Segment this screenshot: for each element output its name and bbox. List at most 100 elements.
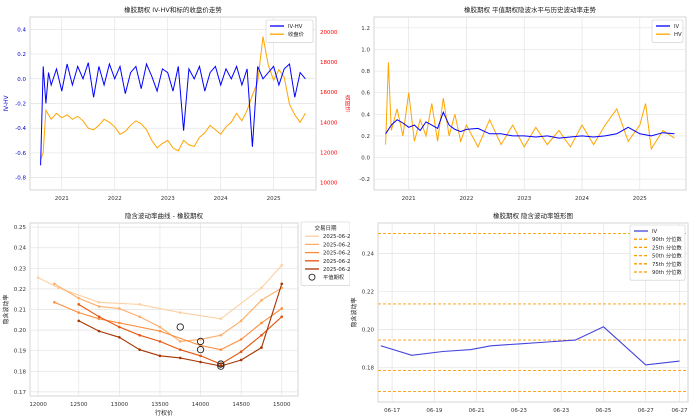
- x-tick-label: 06-23: [511, 408, 527, 414]
- smile-point: [138, 315, 141, 319]
- smile-point: [158, 329, 162, 333]
- y-tick-label: 0.2: [17, 52, 26, 58]
- y-tick-label: 0.20: [362, 328, 375, 334]
- x-tick-label: 2024: [214, 196, 228, 202]
- smile-point: [97, 300, 101, 304]
- y-tick-label: 0.22: [14, 287, 26, 293]
- smile-point: [239, 319, 243, 323]
- series-line-iv-hv: [40, 62, 306, 166]
- plot-area: [373, 16, 687, 191]
- x-tick-label: 2022: [108, 196, 122, 202]
- iv-cone-chart: 06-17 06-19 06-21 06-23 06-23 06-25 06-27 06-27…: [350, 211, 689, 414]
- smile-point: [239, 350, 243, 354]
- smile-point: [260, 346, 263, 349]
- smile-point: [260, 333, 263, 337]
- x-tick-label: 06-21: [469, 408, 485, 414]
- smile-point: [57, 286, 60, 290]
- smile-point: [138, 333, 141, 337]
- x-tick-label: 06-25: [595, 408, 611, 414]
- smile-point: [239, 338, 243, 341]
- legend-marker: [308, 273, 316, 281]
- legend-label: IV-HV: [288, 24, 303, 30]
- legend-label: 50th 分位数: [652, 252, 682, 260]
- chart-title: 橡胶期权 平值期权隐波水平与历史波动率走势: [464, 5, 597, 14]
- smile-line-2025-06-25: [54, 301, 283, 351]
- x-tick-label: 2025: [633, 196, 647, 202]
- x-tick-label: 2023: [517, 196, 531, 202]
- y-tick-label: 0.25: [14, 225, 27, 231]
- chart-title: 橡胶期权 IV-HV和标的收盘价走势: [124, 5, 222, 14]
- smile-point: [260, 298, 263, 302]
- smile-point: [77, 296, 81, 300]
- smile-point: [53, 300, 56, 304]
- smile-point: [97, 315, 101, 319]
- legend-label: HV: [674, 32, 682, 38]
- series-line-price: [40, 36, 306, 161]
- legend-label: 2025-06-25: [323, 251, 350, 257]
- smile-point: [36, 276, 40, 279]
- y-tick-label: 0.22: [362, 290, 374, 296]
- y-tick-label: -0.2: [359, 177, 370, 183]
- smile-point: [158, 340, 162, 343]
- smile-point: [97, 317, 101, 321]
- legend-label: IV: [652, 229, 658, 235]
- y-axis-label: 隐含波动率: [350, 297, 358, 327]
- x-axis-label: 行权价: [155, 409, 173, 417]
- y-tick-label: 0.17: [14, 390, 27, 396]
- smile-point: [118, 336, 121, 339]
- legend: IV HV: [651, 19, 684, 43]
- smile-point: [97, 305, 101, 308]
- legend-label: 2025-06-23: [323, 234, 350, 240]
- y-axis-label: 隐含波动率: [2, 294, 10, 324]
- smile-point: [219, 317, 223, 321]
- x-tick-label: 06-17: [384, 408, 400, 414]
- smile-point: [260, 286, 263, 290]
- y-tick-label: 0.8: [361, 69, 370, 75]
- smile-point: [219, 348, 223, 351]
- legend-label: 2025-06-27: [323, 267, 350, 273]
- legend-label: 2025-06-26: [323, 259, 350, 265]
- chart-title: 隐含波动率曲线 - 橡胶期权: [125, 211, 203, 220]
- smile-point: [158, 354, 162, 358]
- y-tick-label: 0.18: [14, 369, 27, 375]
- x-tick-label: 2023: [161, 196, 175, 202]
- x-tick-label: 12500: [70, 402, 88, 408]
- y-tick-label: 0.0: [361, 156, 370, 162]
- smile-point: [77, 311, 81, 314]
- x-tick-label: 2025: [267, 196, 281, 202]
- x-tick-label: 2024: [575, 196, 589, 202]
- y-tick-label: 0.4: [17, 27, 26, 33]
- legend-title: 交易日期: [314, 224, 337, 232]
- atm-marker: [196, 346, 205, 354]
- smile-point: [53, 282, 56, 286]
- y-tick-label: 0.0: [17, 77, 26, 83]
- smile-point: [280, 315, 284, 319]
- legend-box: [629, 224, 686, 281]
- atm-marker: [196, 337, 205, 346]
- y-tick-label: -0.6: [15, 151, 26, 157]
- y-tick-label: 0.4: [361, 112, 370, 118]
- x-tick-label: 14000: [192, 402, 210, 408]
- smile-point: [280, 263, 284, 267]
- smile-point: [280, 307, 284, 310]
- legend-label: 90th 分位数: [652, 268, 682, 276]
- iv-hv-trend-chart: 2021 2022 2023 2024 2025 -0.2 0.0 0.2 0.4 0.6 0.8 1…: [359, 5, 687, 202]
- smile-point: [199, 360, 202, 364]
- y-tick-label: 0.2: [361, 134, 370, 140]
- y-tick-label: 0.18: [362, 366, 375, 372]
- x-tick-label: 14500: [232, 402, 250, 408]
- x-tick-label: 2021: [402, 196, 416, 202]
- x-tick-label: 06-23: [553, 408, 569, 414]
- y-tick-label: 0.20: [14, 328, 27, 334]
- atm-marker: [217, 360, 225, 368]
- y-tick-label: -0.4: [15, 126, 26, 132]
- y-axis-label: IV-HV: [3, 94, 10, 111]
- smile-point: [199, 354, 202, 358]
- y2-axis-label: 收盘价: [344, 94, 350, 112]
- smile-point: [219, 333, 223, 337]
- smile-point: [260, 321, 263, 325]
- smile-point: [178, 311, 182, 314]
- x-tick-label: 13500: [151, 402, 169, 408]
